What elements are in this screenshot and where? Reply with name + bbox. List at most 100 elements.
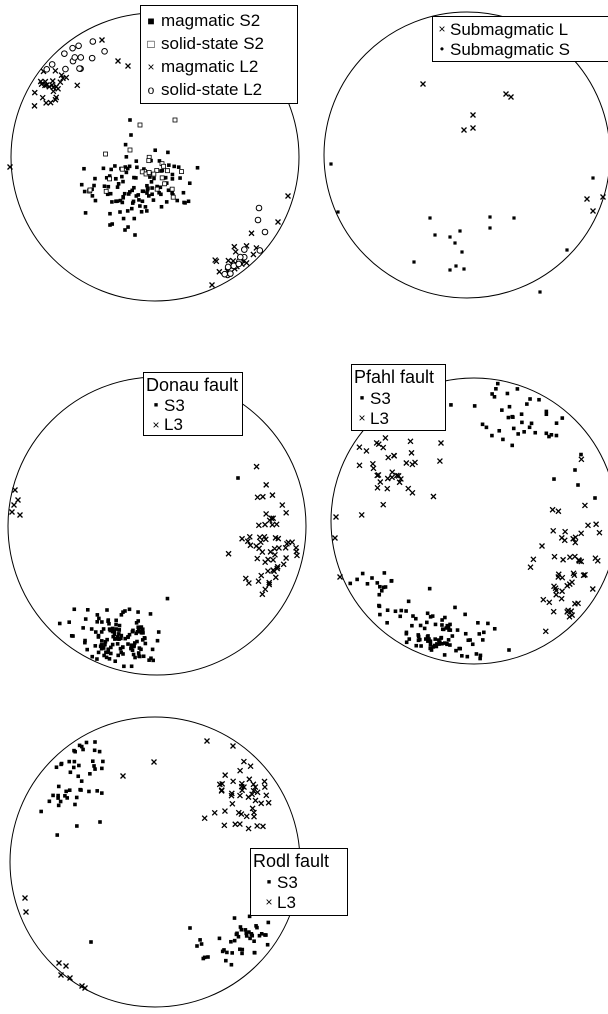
data-point-square (428, 639, 433, 644)
data-point-square (470, 642, 475, 647)
data-point-square (90, 759, 95, 764)
data-point-dot (329, 162, 333, 166)
data-point-square (172, 164, 176, 169)
data-point-cross (216, 268, 223, 275)
legend-entry: o solid-state L2 (145, 78, 293, 101)
data-point-cross (385, 454, 392, 461)
data-point-square (533, 430, 538, 435)
data-point-dot (538, 290, 542, 294)
data-point-square (158, 185, 163, 190)
data-point-square (101, 166, 106, 171)
data-point-square (115, 185, 120, 189)
data-point-square (529, 421, 534, 426)
data-point-cross (261, 784, 268, 791)
data-point-square (82, 166, 86, 171)
data-point-square (125, 209, 130, 213)
data-point-cross (222, 772, 229, 779)
data-point-circle (227, 270, 234, 277)
data-point-square (97, 616, 101, 621)
data-point-cross (228, 790, 235, 797)
data-point-cross (559, 588, 566, 595)
data-point-cross (542, 628, 549, 635)
data-point-cross (209, 282, 215, 288)
data-point-cross (262, 521, 268, 528)
data-point-cross (261, 778, 268, 785)
data-point-square (99, 646, 104, 651)
data-point-cross (283, 555, 290, 561)
data-point-square (404, 630, 409, 635)
data-point-circle (61, 50, 68, 57)
data-point-square (236, 934, 241, 939)
data-point-square (255, 925, 259, 930)
data-point-square (130, 648, 135, 653)
data-point-square (198, 938, 202, 942)
data-point-square (103, 642, 107, 647)
data-point-cross (390, 452, 397, 459)
data-point-square (243, 928, 248, 932)
data-point-square (505, 391, 510, 396)
data-point-square (126, 192, 131, 196)
data-point-square (426, 639, 430, 643)
data-point-square (104, 650, 108, 655)
data-point-square (89, 627, 94, 631)
data-point-cross (596, 529, 603, 536)
data-point-square (57, 621, 62, 626)
data-point-square (76, 774, 81, 779)
data-point-open-square (169, 186, 175, 192)
data-point-square (482, 630, 486, 635)
data-point-open-square (146, 158, 152, 164)
data-point-square (128, 118, 132, 122)
data-point-cross (332, 535, 338, 541)
cross-marker-icon: × (358, 411, 366, 425)
data-point-dot (454, 264, 458, 268)
data-point-square (56, 793, 60, 798)
data-point-cross (237, 767, 244, 774)
data-point-cross (266, 517, 273, 524)
data-point-square (110, 200, 114, 204)
data-point-cross (230, 778, 237, 785)
data-point-cross (74, 82, 81, 89)
data-point-square (235, 931, 239, 936)
data-point-square (427, 586, 432, 591)
data-point-cross (272, 551, 278, 558)
cross-marker-icon: × (152, 417, 160, 432)
data-point-square (105, 637, 109, 642)
data-point-square (365, 581, 370, 586)
data-point-cross (273, 521, 280, 528)
data-point-cross (271, 545, 278, 552)
data-point-open-square (154, 186, 160, 192)
data-point-square (95, 657, 99, 661)
data-point-square (439, 636, 443, 640)
data-point-square (150, 192, 154, 197)
data-point-circle (224, 263, 232, 271)
data-point-open-square (103, 188, 109, 194)
data-point-square (378, 612, 382, 617)
data-point-cross (53, 94, 60, 101)
data-point-circle (48, 61, 56, 68)
data-point-square (484, 425, 489, 430)
data-point-square (140, 627, 145, 632)
data-point-square (118, 210, 122, 214)
data-point-square (120, 200, 125, 205)
data-point-cross (252, 797, 259, 804)
data-point-cross (254, 555, 261, 562)
data-point-cross (527, 564, 534, 571)
data-point-square (108, 223, 112, 227)
data-point-square (113, 659, 118, 664)
data-point-square (71, 765, 76, 770)
data-point-square (151, 658, 155, 663)
data-point-square (492, 395, 497, 399)
data-point-dot (488, 215, 492, 219)
data-point-square (98, 644, 103, 649)
data-point-cross (539, 543, 545, 549)
data-point-square (113, 636, 118, 641)
data-point-square (136, 619, 141, 623)
data-point-cross (578, 530, 585, 537)
data-point-square (474, 652, 479, 656)
data-point-cross (382, 434, 389, 441)
data-point-open-square (170, 194, 176, 200)
data-point-square (455, 628, 460, 632)
data-point-cross (256, 534, 263, 541)
data-point-square (132, 175, 136, 180)
